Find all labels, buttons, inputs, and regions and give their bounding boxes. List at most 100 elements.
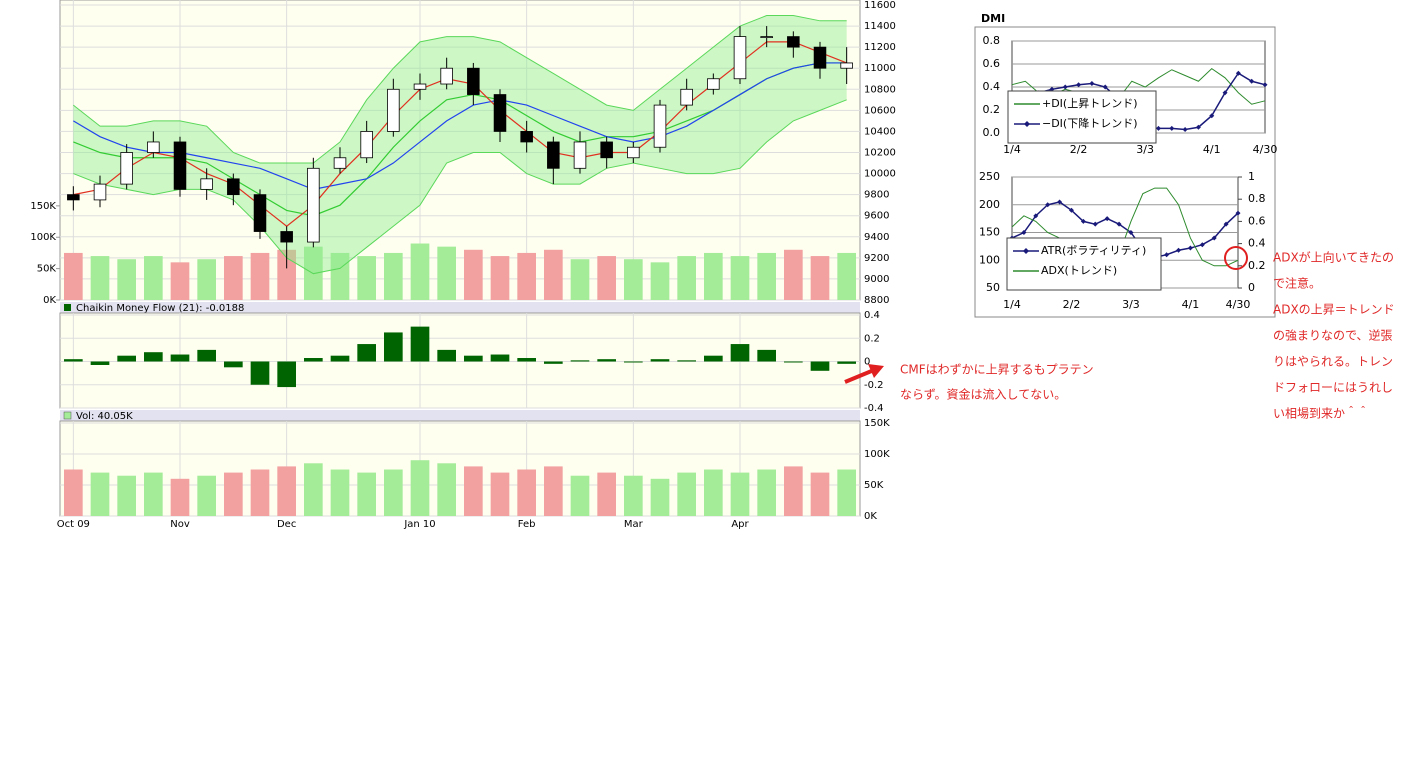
annotation-text: ADXの上昇＝トレンド (1273, 303, 1395, 317)
volume-bar (810, 256, 830, 300)
x-tick-label: 4/30 (1226, 298, 1251, 311)
y2-tick-label: 1 (1248, 170, 1255, 183)
y2-tick-label: 0.2 (1248, 259, 1266, 272)
y-tick-label: 0.4 (864, 310, 880, 321)
series-marker (1199, 242, 1205, 248)
y2-tick-label: 0 (1248, 281, 1255, 294)
series-marker (1089, 81, 1095, 87)
volume-bar (570, 259, 590, 300)
bar (784, 361, 803, 363)
x-tick-label: Feb (518, 519, 536, 530)
y-tick-label: 0.4 (983, 80, 1001, 93)
bar (250, 469, 270, 516)
y-tick-label: 150 (979, 226, 1000, 239)
bar (544, 361, 563, 364)
bar (677, 472, 696, 516)
candle-body (627, 146, 640, 159)
series-marker (1021, 230, 1027, 235)
bar (597, 472, 616, 516)
bar (224, 472, 243, 516)
candle-body (200, 178, 213, 190)
candle-body (413, 83, 427, 90)
bar (464, 355, 483, 362)
vol-title: Vol: 40.05K (76, 411, 133, 422)
volume-tick-label: 100K (30, 232, 56, 243)
volume-bar (410, 243, 430, 300)
bar (117, 475, 136, 516)
bar (570, 360, 590, 362)
bar (650, 359, 670, 362)
bar (224, 361, 243, 368)
candle-body (173, 141, 187, 190)
series-marker (1223, 221, 1229, 227)
candle-body (307, 167, 320, 243)
annotation-text: CMFはわずかに上昇するもプラテン (900, 363, 1094, 377)
volume-bar (117, 259, 136, 300)
y-tick-label: 11400 (864, 21, 896, 32)
volume-bar (677, 256, 696, 300)
y2-tick-label: 0.4 (1248, 237, 1266, 250)
series-marker (1045, 202, 1051, 208)
candle-body (147, 141, 160, 153)
volume-bar (437, 246, 456, 300)
bar (730, 344, 750, 362)
series-marker (1062, 84, 1068, 90)
bar (730, 472, 750, 516)
legend-box (1007, 90, 1157, 144)
candle-body (253, 194, 267, 232)
bar (277, 361, 296, 388)
volume-bar (490, 256, 510, 300)
y-tick-label: 10200 (864, 148, 896, 159)
y2-tick-label: 0.8 (1248, 192, 1266, 205)
candle-body (93, 183, 107, 201)
candle-body (760, 36, 773, 39)
annotation-arrowhead (868, 364, 884, 378)
volume-bar (757, 252, 776, 300)
bar (837, 469, 856, 516)
bar (410, 460, 430, 516)
candle-body (387, 88, 400, 132)
series-marker (1155, 125, 1161, 131)
legend-label: ATR(ボラティリティ) (1041, 244, 1146, 257)
series-marker (1182, 127, 1188, 133)
volume-bar (170, 262, 190, 300)
annotation-text: ならず。資金は流入してない。 (900, 387, 1066, 402)
annotation-text: の強まりなので、逆張 (1273, 328, 1393, 343)
bar (144, 352, 163, 362)
series-marker (1080, 218, 1086, 224)
series-marker (1033, 213, 1039, 219)
bar (357, 472, 376, 516)
candle-body (733, 36, 747, 80)
bar (117, 355, 136, 362)
bar (64, 469, 83, 516)
bar (837, 361, 856, 364)
series-marker (1104, 216, 1110, 222)
legend-marker (1023, 248, 1029, 254)
volume-bar (650, 262, 670, 300)
annotation-text: りはやられる。トレン (1273, 355, 1393, 369)
legend-marker (1024, 121, 1030, 127)
volume-bar (544, 249, 563, 300)
dmi-group: DMI 0.0 0.2 0.4 0.6 0.8 1/4 2/2 3/3 4/1 4/30 +DI(上… (974, 12, 1277, 318)
bar (517, 469, 536, 516)
bar (544, 466, 563, 516)
volume-bar (624, 259, 643, 300)
bar (437, 463, 456, 516)
candle-body (707, 78, 720, 90)
volume-bar (224, 256, 243, 300)
series-marker (1211, 235, 1217, 241)
series-marker (1195, 124, 1201, 130)
candle-body (840, 62, 853, 69)
annotation-text: い相場到来か＾＾ (1273, 405, 1369, 421)
volume-bar (837, 252, 856, 300)
series-marker (1262, 82, 1268, 88)
series-marker (1235, 210, 1241, 216)
legend-label: +DI(上昇トレンド) (1042, 97, 1138, 110)
bar (784, 466, 803, 516)
y-tick-label: 10400 (864, 126, 896, 137)
series-marker (1128, 230, 1134, 235)
y-tick-label: 100 (979, 253, 1000, 266)
series-marker (1187, 245, 1193, 251)
annotation-circle (1224, 246, 1248, 270)
bar (757, 349, 776, 362)
